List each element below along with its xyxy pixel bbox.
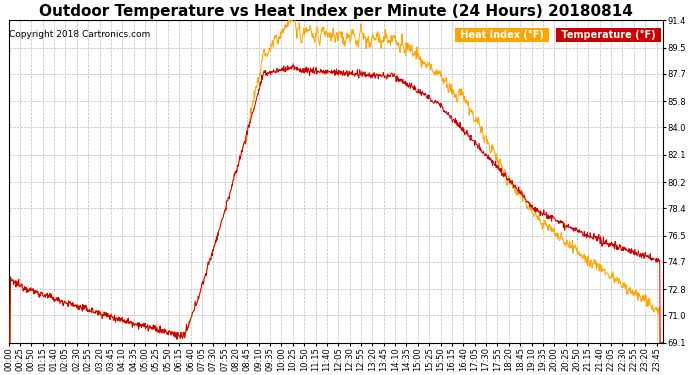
Title: Outdoor Temperature vs Heat Index per Minute (24 Hours) 20180814: Outdoor Temperature vs Heat Index per Mi… [39, 4, 633, 19]
Text: Copyright 2018 Cartronics.com: Copyright 2018 Cartronics.com [10, 30, 150, 39]
Text: Heat Index (°F): Heat Index (°F) [457, 30, 547, 40]
Text: Temperature (°F): Temperature (°F) [558, 30, 659, 40]
